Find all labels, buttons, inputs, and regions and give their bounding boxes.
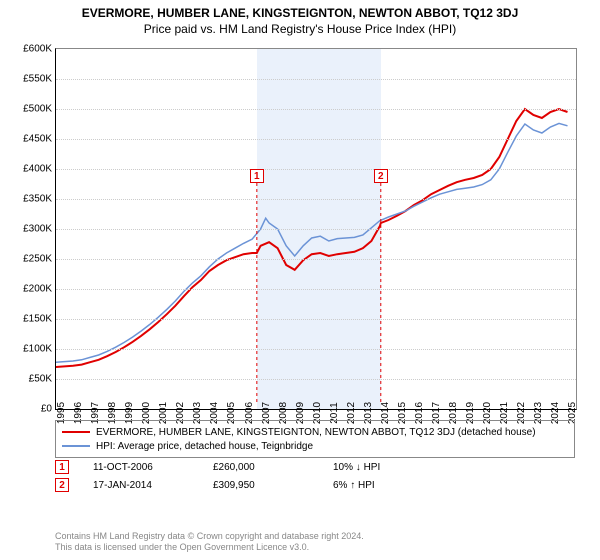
y-tick: £550K bbox=[23, 74, 52, 85]
events-table: 1 11-OCT-2006£260,00010% ↓ HPI 2 17-JAN-201… bbox=[55, 458, 575, 494]
plot-area: £0£50K£100K£150K£200K£250K£300K£350K£400… bbox=[55, 48, 577, 410]
gridline bbox=[56, 319, 576, 320]
event-price: £260,000 bbox=[213, 462, 333, 473]
legend-swatch bbox=[62, 445, 90, 447]
event-price: £309,950 bbox=[213, 480, 333, 491]
event-id-box: 2 bbox=[55, 478, 69, 492]
y-tick: £300K bbox=[23, 224, 52, 235]
gridline bbox=[56, 79, 576, 80]
footer-line-1: Contains HM Land Registry data © Crown c… bbox=[55, 531, 575, 543]
gridline bbox=[56, 109, 576, 110]
event-row: 1 11-OCT-2006£260,00010% ↓ HPI bbox=[55, 458, 575, 476]
y-tick: £350K bbox=[23, 194, 52, 205]
y-tick: £250K bbox=[23, 254, 52, 265]
y-tick: £600K bbox=[23, 44, 52, 55]
event-date: 11-OCT-2006 bbox=[93, 462, 213, 473]
y-tick: £450K bbox=[23, 134, 52, 145]
legend-row: EVERMORE, HUMBER LANE, KINGSTEIGNTON, NE… bbox=[62, 425, 568, 439]
footer-attribution: Contains HM Land Registry data © Crown c… bbox=[55, 531, 575, 554]
legend: EVERMORE, HUMBER LANE, KINGSTEIGNTON, NE… bbox=[55, 420, 575, 458]
y-tick: £500K bbox=[23, 104, 52, 115]
gridline bbox=[56, 259, 576, 260]
y-tick: £0 bbox=[41, 404, 52, 415]
y-tick: £100K bbox=[23, 344, 52, 355]
gridline bbox=[56, 349, 576, 350]
chart-title: EVERMORE, HUMBER LANE, KINGSTEIGNTON, NE… bbox=[0, 0, 600, 20]
event-id-box: 1 bbox=[55, 460, 69, 474]
legend-swatch bbox=[62, 431, 90, 433]
y-tick: £50K bbox=[29, 374, 52, 385]
legend-label: EVERMORE, HUMBER LANE, KINGSTEIGNTON, NE… bbox=[96, 427, 536, 438]
gridline bbox=[56, 139, 576, 140]
y-tick: £400K bbox=[23, 164, 52, 175]
y-tick: £150K bbox=[23, 314, 52, 325]
legend-row: HPI: Average price, detached house, Teig… bbox=[62, 439, 568, 453]
gridline bbox=[56, 379, 576, 380]
footer-line-2: This data is licensed under the Open Gov… bbox=[55, 542, 575, 554]
event-marker-box: 1 bbox=[250, 169, 264, 183]
gridline bbox=[56, 229, 576, 230]
series-line bbox=[56, 123, 568, 362]
y-tick: £200K bbox=[23, 284, 52, 295]
event-marker-box: 2 bbox=[374, 169, 388, 183]
event-delta: 10% ↓ HPI bbox=[333, 462, 453, 473]
event-row: 2 17-JAN-2014£309,9506% ↑ HPI bbox=[55, 476, 575, 494]
legend-label: HPI: Average price, detached house, Teig… bbox=[96, 441, 313, 452]
event-date: 17-JAN-2014 bbox=[93, 480, 213, 491]
gridline bbox=[56, 169, 576, 170]
chart-subtitle: Price paid vs. HM Land Registry's House … bbox=[0, 20, 600, 36]
event-delta: 6% ↑ HPI bbox=[333, 480, 453, 491]
gridline bbox=[56, 199, 576, 200]
gridline bbox=[56, 289, 576, 290]
price-index-chart: { "title": "EVERMORE, HUMBER LANE, KINGS… bbox=[0, 0, 600, 560]
